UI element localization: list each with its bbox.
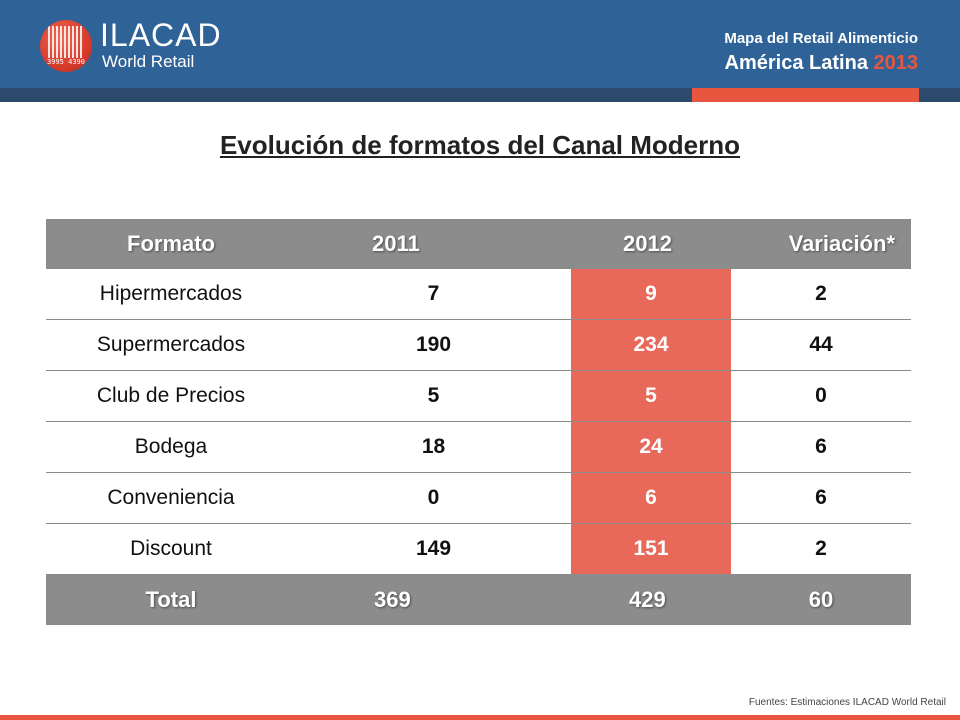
- value-variacion: 2: [815, 537, 827, 560]
- value-variacion: 44: [809, 333, 833, 356]
- ilacad-logo: 3995 4390 ILACAD World Retail: [38, 14, 238, 84]
- table-row: Club de Precios 5 5 0: [46, 371, 911, 422]
- value-2011: 5: [427, 384, 440, 407]
- total-variacion: 60: [808, 587, 834, 612]
- table-row: Hipermercados 7 9 2: [46, 269, 911, 320]
- value-2011: 149: [415, 537, 452, 560]
- value-variacion: 2: [815, 282, 827, 305]
- value-2011: 18: [421, 435, 446, 458]
- table-total-row: Total 369 429 60: [46, 575, 911, 625]
- value-variacion: 6: [815, 435, 827, 458]
- column-header-2012: 2012: [623, 231, 672, 256]
- table-row: Conveniencia 0 6 6: [46, 473, 911, 524]
- header-subtitle-main: América Latina: [724, 52, 868, 74]
- value-2011: 0: [427, 486, 440, 509]
- column-header-variacion: Variación*: [788, 231, 895, 256]
- source-note: Fuentes: Estimaciones ILACAD World Retai…: [748, 697, 946, 708]
- format-name: Bodega: [134, 435, 208, 458]
- format-name: Supermercados: [96, 333, 246, 356]
- logo-code: 3995 4390: [47, 58, 85, 66]
- value-2012: 24: [571, 422, 731, 472]
- header-title: Mapa del Retail Alimenticio: [724, 30, 918, 47]
- format-name: Club de Precios: [96, 384, 246, 407]
- value-2012: 5: [571, 371, 731, 421]
- value-variacion: 0: [815, 384, 827, 407]
- value-2012: 6: [571, 473, 731, 523]
- table-row: Discount 149 151 2: [46, 524, 911, 575]
- page-title: Evolución de formatos del Canal Moderno: [219, 130, 741, 160]
- barcode-globe-icon: 3995 4390: [40, 20, 92, 72]
- value-2012: 9: [571, 269, 731, 319]
- total-label: Total: [145, 587, 197, 612]
- header-subtitle-year: 2013: [873, 52, 919, 74]
- format-name: Conveniencia: [107, 486, 235, 509]
- header-band: 3995 4390 ILACAD World Retail Mapa del R…: [0, 0, 960, 88]
- column-header-formato: Formato: [127, 231, 215, 256]
- value-2012: 234: [571, 320, 731, 370]
- logo-subtitle: World Retail: [102, 52, 195, 71]
- table-row: Bodega 18 24 6: [46, 422, 911, 473]
- value-2012: 151: [571, 524, 731, 574]
- footer-bar: [0, 715, 960, 720]
- header-subtitle: América Latina 2013: [725, 52, 918, 75]
- accent-bar: [692, 88, 919, 102]
- value-variacion: 6: [815, 486, 827, 509]
- column-header-2011: 2011: [372, 231, 420, 256]
- value-2011: 7: [427, 282, 440, 305]
- value-2011: 190: [415, 333, 452, 356]
- format-name: Discount: [130, 537, 212, 560]
- table-header-row: Formato 2011 2012 Variación*: [46, 219, 911, 269]
- logo-name: ILACAD: [100, 17, 222, 53]
- table-row: Supermercados 190 234 44: [46, 320, 911, 371]
- format-name: Hipermercados: [99, 282, 243, 305]
- total-2012: 429: [629, 587, 666, 612]
- total-2011: 369: [374, 587, 411, 612]
- formats-table: Formato 2011 2012 Variación* Hipermercad…: [46, 219, 911, 625]
